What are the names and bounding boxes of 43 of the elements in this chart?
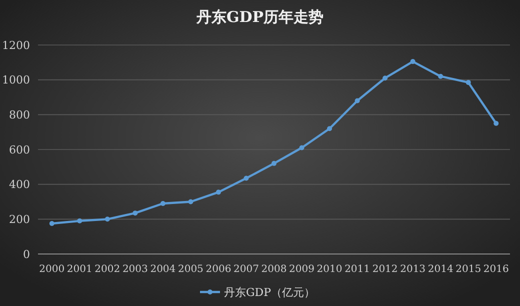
point [438, 74, 444, 79]
y-tick-label: 1200 [2, 38, 30, 52]
x-tick-label: 2010 [316, 264, 342, 275]
point [77, 218, 82, 224]
point [410, 59, 416, 64]
x-tick-label: 2016 [483, 264, 509, 275]
y-tick-label: 200 [9, 213, 30, 226]
x-tick-label: 2006 [206, 264, 232, 275]
x-tick-label: 2015 [456, 264, 482, 275]
y-tick-label: 0 [23, 248, 30, 261]
x-tick-label: 2012 [372, 264, 398, 275]
point [132, 210, 138, 216]
point [327, 126, 332, 132]
point [160, 200, 166, 206]
x-tick-label: 2000 [39, 264, 65, 275]
x-tick-label: 2007 [234, 264, 259, 275]
x-tick-label: 2004 [150, 264, 176, 275]
point [188, 199, 194, 204]
point [382, 76, 388, 81]
x-tick-label: 2013 [400, 264, 426, 275]
legend-label: 丹东GDP（亿元） [224, 286, 316, 299]
point [104, 216, 110, 222]
x-tick-label: 2008 [261, 264, 287, 275]
y-tick-label: 1000 [2, 74, 30, 87]
point [49, 221, 54, 226]
x-tick-label: 2001 [66, 264, 92, 275]
y-tick-label: 400 [9, 178, 30, 192]
point [466, 80, 471, 85]
x-tick-label: 2011 [344, 264, 370, 275]
x-tick-label: 2014 [428, 264, 454, 275]
x-tick-label: 2003 [122, 264, 148, 275]
point [494, 120, 499, 126]
y-tick-label: 800 [9, 108, 30, 122]
point [244, 176, 249, 181]
point [354, 98, 360, 104]
chart-title: 丹东GDP历年走势 [195, 8, 324, 26]
point [216, 190, 221, 195]
x-tick-label: 2005 [178, 264, 204, 275]
point [299, 145, 304, 150]
point [272, 160, 276, 166]
x-tick-label: 2002 [94, 264, 120, 275]
y-tick-label: 600 [9, 143, 30, 156]
x-tick-label: 2009 [289, 264, 314, 275]
